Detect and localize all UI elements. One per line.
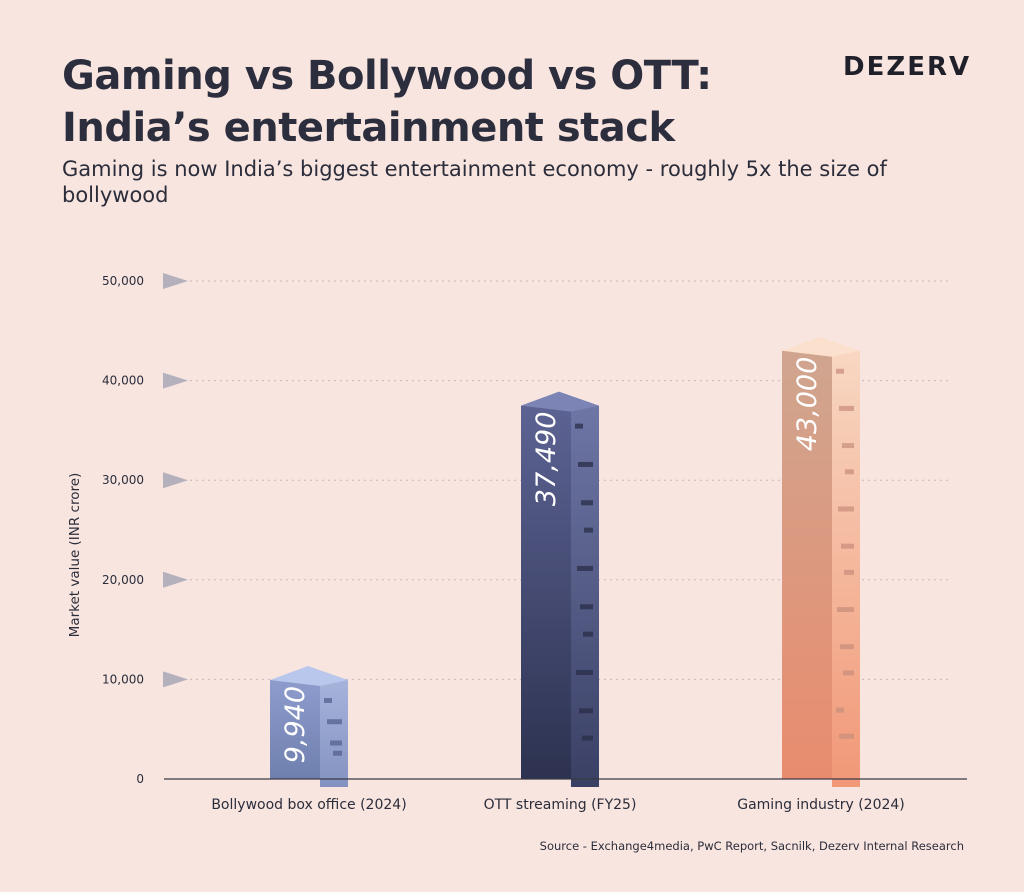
bar-texture-block — [579, 708, 593, 714]
bar-texture-block — [839, 405, 854, 411]
bar-side-face — [320, 679, 348, 787]
title-line-1: Gaming vs Bollywood vs OTT: — [62, 53, 712, 99]
bar-texture-block — [582, 735, 593, 741]
bar-texture-block — [575, 423, 583, 429]
bar: 9,940 — [270, 665, 348, 787]
brand-logo: DEZERV — [843, 52, 972, 82]
bar-texture-block — [577, 565, 593, 571]
bar-top-face — [270, 665, 348, 686]
bar-front-face — [270, 679, 320, 779]
y-axis-label: Market value (INR crore) — [67, 473, 83, 638]
bar-texture-block — [836, 707, 844, 713]
bar-texture-block — [578, 461, 593, 467]
bar-front-face — [521, 405, 571, 779]
bar: 37,490 — [521, 391, 599, 787]
bar-texture-block — [840, 644, 854, 650]
tick-marker — [163, 472, 188, 489]
bar-texture-block — [583, 631, 593, 637]
bar-texture-block — [838, 506, 854, 512]
y-tick-label: 50,000 — [102, 274, 144, 288]
bar-top-face — [521, 391, 599, 412]
chart-title: Gaming vs Bollywood vs OTT: India’s ente… — [62, 50, 782, 154]
bar-texture-block — [837, 607, 854, 613]
tick-marker — [163, 571, 188, 588]
bar-value-label: 37,490 — [531, 412, 562, 506]
tick-marker — [163, 273, 188, 289]
y-tick-label: 30,000 — [102, 473, 144, 487]
source-note: Source - Exchange4media, PwC Report, Sac… — [539, 839, 964, 853]
y-tick-label: 40,000 — [102, 374, 144, 388]
bar-side-face — [832, 350, 860, 787]
bar-texture-block — [839, 733, 854, 739]
chart-subtitle: Gaming is now India’s biggest entertainm… — [62, 157, 887, 207]
bar-texture-block — [580, 604, 593, 610]
bar-texture-block — [843, 670, 854, 676]
x-category-label: Bollywood box office (2024) — [211, 797, 406, 813]
tick-marker — [163, 372, 188, 389]
y-tick-label: 10,000 — [102, 672, 144, 686]
bar-texture-block — [581, 500, 593, 506]
x-category-label: Gaming industry (2024) — [737, 797, 905, 813]
bar-value-label: 43,000 — [792, 357, 823, 451]
bar-side-face — [571, 405, 599, 787]
bar-texture-block — [844, 569, 854, 575]
bar-texture-block — [324, 697, 332, 703]
tick-marker — [163, 671, 188, 688]
bar-texture-block — [576, 669, 593, 675]
bar-front-face — [782, 350, 832, 779]
bar-texture-block — [584, 527, 593, 533]
bar-texture-block — [836, 368, 844, 374]
bar: 43,000 — [782, 336, 860, 787]
bar-top-face — [782, 336, 860, 357]
bar-texture-block — [327, 719, 342, 725]
bar-texture-block — [330, 740, 342, 746]
bar-texture-block — [845, 469, 854, 475]
bar-value-label: 9,940 — [280, 686, 311, 763]
title-line-2: India’s entertainment stack — [62, 105, 675, 151]
bar-texture-block — [333, 750, 342, 756]
bar-texture-block — [842, 443, 854, 449]
y-tick-label: 20,000 — [102, 573, 144, 587]
x-category-label: OTT streaming (FY25) — [484, 797, 637, 813]
y-tick-label: 0 — [136, 772, 144, 786]
bar-texture-block — [841, 543, 854, 549]
